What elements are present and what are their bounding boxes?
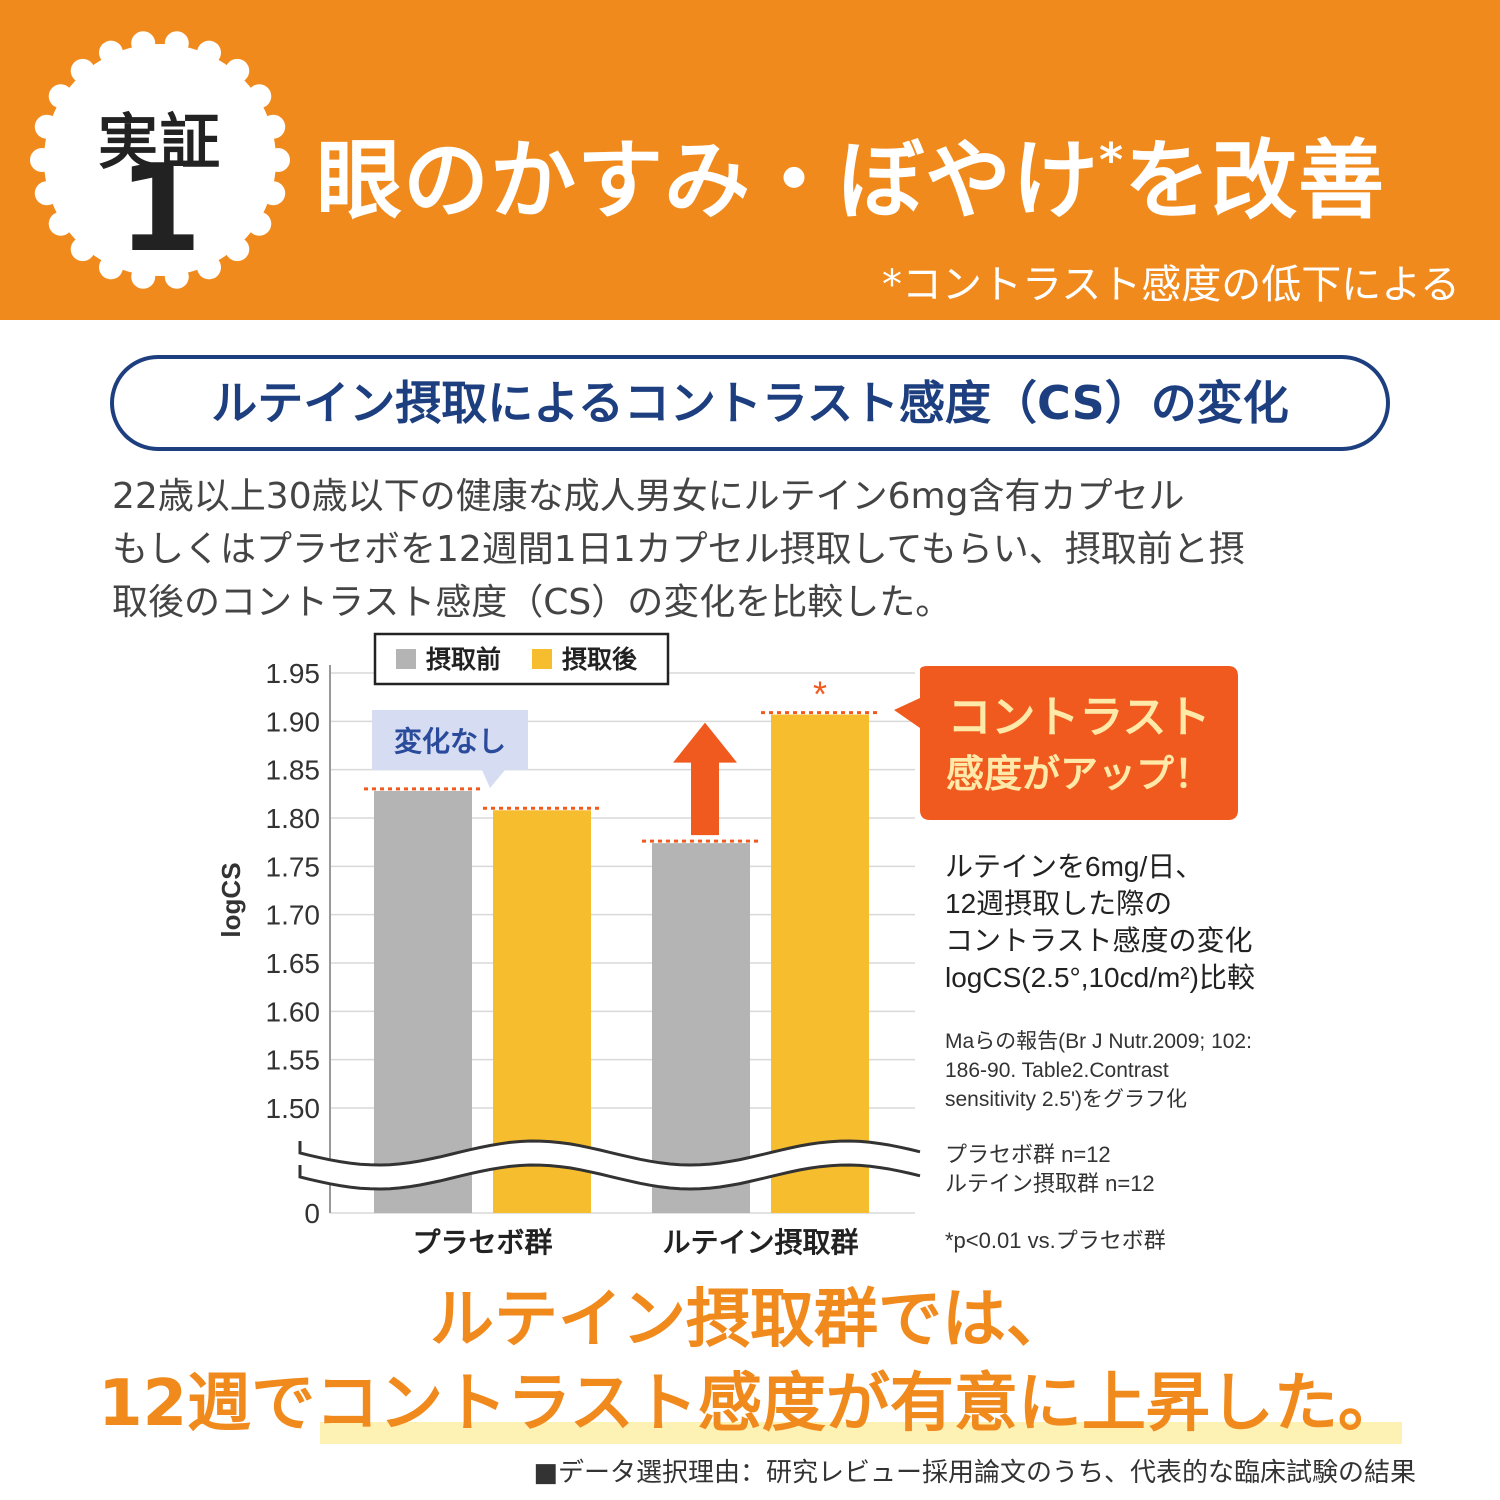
sample-size-line: プラセボ群 n=12 <box>945 1142 1111 1167</box>
badge-scalloped-circle <box>30 31 290 289</box>
legend-swatch <box>532 649 552 669</box>
badge-disc <box>44 44 276 276</box>
method-note-line: 12週摂取した際の <box>945 888 1172 919</box>
bar-1-0 <box>652 843 750 1213</box>
highlight-marker <box>320 1422 1402 1444</box>
bar-1-1 <box>771 714 869 1213</box>
significance-asterisk: * <box>813 674 827 715</box>
y-tick-label: 1.85 <box>266 755 321 786</box>
badge-label: 実証 <box>98 108 222 178</box>
title-asterisk: * <box>1099 133 1125 187</box>
method-note-line: コントラスト感度の変化 <box>945 925 1252 956</box>
badge-scallop <box>34 114 59 139</box>
y-tick-label: 1.95 <box>266 658 321 689</box>
legend-label: 摂取前 <box>426 645 501 674</box>
y-tick-label: 1.50 <box>266 1093 321 1124</box>
header-banner: 実証 1 眼のかすみ・ぼやけ*を改善 *コントラスト感度の低下による <box>0 0 1500 320</box>
chart-canvas: 1.95 1.90 1.85 1.80 1.75 1.70 1.65 1.60 1.55 1.50… <box>216 632 1255 1258</box>
description-line: 取後のコントラスト感度（CS）の変化を比較した。 <box>112 582 952 623</box>
method-note-line: logCS(2.5°,10cd/m²)比較 <box>945 962 1255 993</box>
logcs-bar-chart: 1.95 1.90 1.85 1.80 1.75 1.70 1.65 1.60 1.55 1.50… <box>0 620 1500 1270</box>
y-zero-label: 0 <box>304 1198 320 1229</box>
method-note-line: ルテインを6mg/日、 <box>945 851 1203 882</box>
badge-scallop <box>30 148 54 172</box>
badge-scallop <box>98 40 123 65</box>
legend-box <box>373 632 670 686</box>
badge-scallop <box>70 237 95 262</box>
badge-scallop <box>164 264 189 289</box>
axis-break-line <box>298 1139 921 1167</box>
callout-line-2: 感度がアップ！ <box>946 754 1212 796</box>
badge-scallop <box>48 211 73 236</box>
badge-scallop <box>266 148 290 172</box>
badge-scallop <box>225 58 250 83</box>
increase-arrow <box>673 722 737 836</box>
y-tick-label: 1.75 <box>266 851 321 882</box>
legend-swatch <box>396 649 416 669</box>
y-axis-title: logCS <box>216 862 246 937</box>
y-tick-label: 1.55 <box>266 1045 321 1076</box>
data-selection-note: ■データ選択理由：研究レビュー採用論文のうち、代表的な臨床試験の結果 <box>533 1458 1416 1488</box>
legend: 摂取前 摂取後 <box>373 632 670 686</box>
y-tick-label: 1.80 <box>266 803 321 834</box>
significance-note: *p<0.01 vs.プラセボ群 <box>945 1228 1166 1253</box>
header-footnote: *コントラスト感度の低下による <box>882 262 1460 308</box>
bar-0-0 <box>374 790 472 1213</box>
y-tick-label: 1.60 <box>266 996 321 1027</box>
page-title: 眼のかすみ・ぼやけ*を改善 <box>316 110 1385 235</box>
title-text: 眼のかすみ・ぼやけ <box>316 131 1099 231</box>
badge-scallop <box>70 58 95 83</box>
legend-label: 摂取後 <box>562 646 638 674</box>
badge-scallop <box>48 84 73 109</box>
badge-scallop <box>131 31 156 56</box>
badge-scallop <box>98 255 123 280</box>
no-change-bubble <box>372 710 528 788</box>
sample-size-line: ルテイン摂取群 n=12 <box>945 1171 1155 1196</box>
study-description: 22歳以上30歳以下の健康な成人男女にルテイン6mg含有カプセル もしくはプラセ… <box>112 470 1402 629</box>
badge-scallop <box>247 84 272 109</box>
source-note-line: sensitivity 2.5')をグラフ化 <box>945 1088 1187 1111</box>
no-change-label: 変化なし <box>394 725 506 757</box>
description-line: もしくはプラセボを12週間1日1カプセル摂取してもらい、摂取前と摂 <box>112 529 1245 570</box>
badge-scallop <box>247 211 272 236</box>
title-text-end: を改善 <box>1124 131 1386 231</box>
proof-badge: 実証 1 <box>30 30 290 290</box>
y-tick-label: 1.70 <box>266 900 321 931</box>
description-line: 22歳以上30歳以下の健康な成人男女にルテイン6mg含有カプセル <box>112 476 1185 517</box>
badge-scallop <box>225 237 250 262</box>
conclusion: ルテイン摂取群では、 12週でコントラスト感度が有意に上昇した。 <box>0 1278 1500 1446</box>
conclusion-line-1: ルテイン摂取群では、 <box>430 1283 1070 1357</box>
y-tick-label: 1.65 <box>266 948 321 979</box>
section-heading: ルテイン摂取によるコントラスト感度（CS）の変化 <box>110 355 1390 451</box>
axis-break-line <box>298 1163 921 1191</box>
callout-line-1: コントラスト <box>947 693 1210 742</box>
badge-scallop <box>164 31 189 56</box>
x-category-label: ルテイン摂取群 <box>662 1227 858 1258</box>
badge-scallop <box>261 114 286 139</box>
badge-scallop <box>197 255 222 280</box>
x-category-label: プラセボ群 <box>412 1227 552 1258</box>
conclusion-line-2: 12週でコントラスト感度が有意に上昇した。 <box>98 1362 1402 1446</box>
source-note-line: Maらの報告(Br J Nutr.2009; 102: <box>945 1030 1252 1053</box>
callout-box <box>894 666 1238 820</box>
y-tick-label: 1.90 <box>266 706 321 737</box>
badge-scallop <box>261 181 286 206</box>
source-note-line: 186-90. Table2.Contrast <box>945 1059 1169 1082</box>
badge-scallop <box>34 181 59 206</box>
conclusion-line-2-text: 12週でコントラスト感度が有意に上昇した。 <box>98 1367 1402 1441</box>
badge-scallop <box>131 264 156 289</box>
badge-number: 1 <box>118 140 202 279</box>
badge-scallop <box>197 40 222 65</box>
